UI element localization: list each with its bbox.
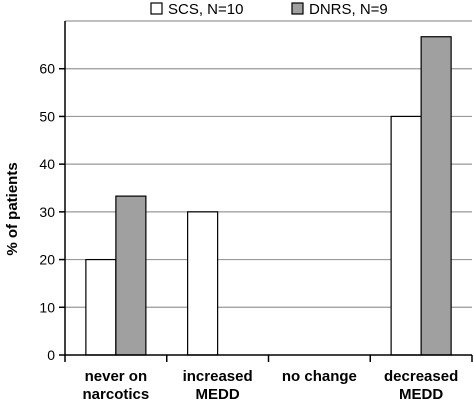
category-label-0-line0: never on	[85, 368, 148, 385]
bar-series1-cat0	[115, 195, 147, 356]
category-label-2-line0: no change	[282, 368, 357, 385]
y-tick-label-20: 20	[39, 252, 55, 268]
bar-series0-cat1	[187, 211, 219, 356]
category-label-1-line0: increased	[183, 368, 253, 385]
category-label-3-line0: decreased	[384, 368, 458, 385]
legend-label-1: DNRS, N=9	[309, 1, 388, 18]
legend: SCS, N=10 DNRS, N=9	[150, 1, 388, 18]
legend-label-0: SCS, N=10	[168, 1, 243, 18]
y-tick-label-60: 60	[39, 61, 55, 77]
bar-series0-cat3	[390, 115, 422, 356]
bar-series1-cat3	[420, 36, 452, 356]
y-tick-label-50: 50	[39, 108, 55, 124]
y-tick-labels: 0 10 20 30 40 50 60	[39, 61, 55, 363]
axes	[59, 21, 473, 362]
y-axis-title: % of patients	[4, 162, 21, 255]
y-tick-label-10: 10	[39, 299, 55, 315]
bars	[85, 36, 452, 356]
y-tick-label-40: 40	[39, 156, 55, 172]
y-tick-label-0: 0	[47, 347, 55, 363]
category-label-3-line1: MEDD	[399, 386, 443, 403]
bar-series0-cat0	[85, 258, 117, 356]
legend-swatch-1	[291, 2, 304, 15]
category-label-0-line1: narcotics	[83, 386, 150, 403]
legend-swatch-0	[150, 2, 163, 15]
category-label-1-line1: MEDD	[196, 386, 240, 403]
y-tick-label-30: 30	[39, 204, 55, 220]
